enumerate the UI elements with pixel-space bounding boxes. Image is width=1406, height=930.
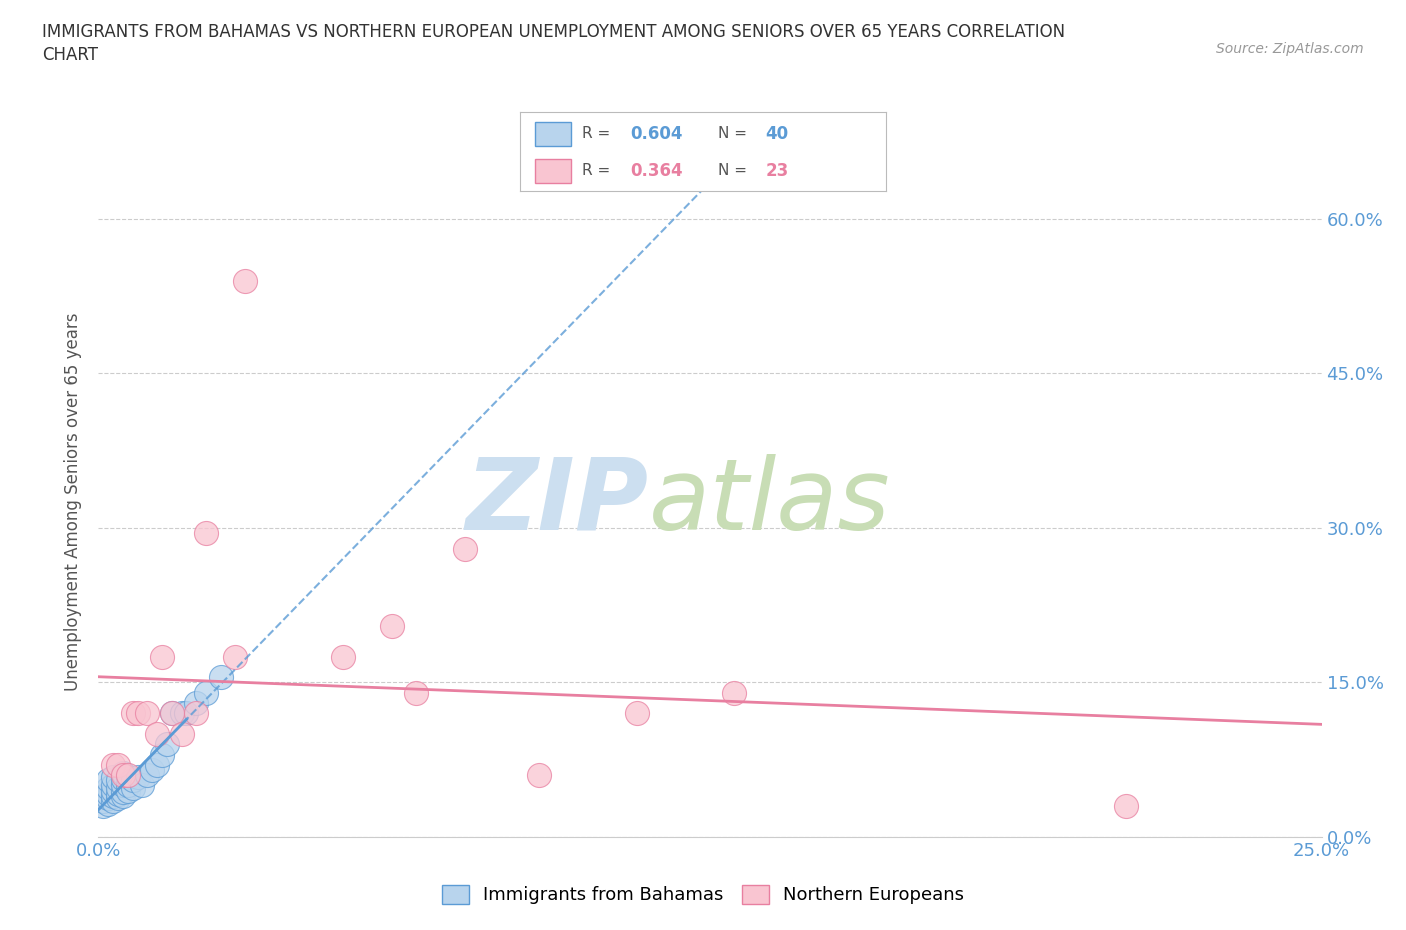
Point: [454, 541, 477, 556]
Point: [723, 685, 745, 700]
Point: [97, 773, 120, 788]
Point: [97, 780, 120, 795]
Point: [527, 768, 550, 783]
Point: [107, 780, 129, 795]
Text: N =: N =: [717, 126, 751, 141]
Point: [224, 649, 246, 664]
Text: 0.604: 0.604: [630, 125, 682, 142]
Point: [121, 780, 143, 795]
Text: 0.364: 0.364: [630, 162, 682, 179]
Legend: Immigrants from Bahamas, Northern Europeans: Immigrants from Bahamas, Northern Europe…: [434, 878, 972, 911]
Point: [111, 765, 134, 780]
Point: [136, 768, 159, 783]
Point: [97, 797, 120, 812]
Point: [91, 799, 114, 814]
Point: [101, 783, 124, 798]
Point: [131, 778, 153, 793]
Point: [107, 786, 129, 801]
Point: [121, 706, 143, 721]
Point: [111, 772, 134, 787]
Point: [91, 789, 114, 804]
Point: [117, 778, 139, 793]
Point: [101, 789, 124, 804]
Point: [233, 273, 256, 288]
Text: Source: ZipAtlas.com: Source: ZipAtlas.com: [1216, 42, 1364, 56]
Point: [176, 706, 198, 721]
Point: [111, 778, 134, 793]
Point: [111, 768, 134, 783]
Point: [146, 757, 169, 772]
Point: [136, 706, 159, 721]
Text: atlas: atlas: [650, 454, 890, 551]
Point: [111, 789, 134, 804]
Point: [121, 773, 143, 788]
Point: [160, 706, 183, 721]
FancyBboxPatch shape: [534, 159, 571, 182]
FancyBboxPatch shape: [534, 122, 571, 146]
Point: [186, 696, 208, 711]
Point: [209, 670, 232, 684]
Point: [107, 790, 129, 805]
Point: [186, 706, 208, 721]
Point: [150, 747, 173, 762]
Point: [1115, 799, 1137, 814]
Point: [117, 768, 139, 783]
Point: [626, 706, 648, 721]
Point: [101, 778, 124, 793]
Point: [97, 790, 120, 805]
Point: [127, 706, 149, 721]
Text: N =: N =: [717, 164, 751, 179]
Point: [117, 783, 139, 798]
Point: [195, 685, 218, 700]
Text: IMMIGRANTS FROM BAHAMAS VS NORTHERN EUROPEAN UNEMPLOYMENT AMONG SENIORS OVER 65 : IMMIGRANTS FROM BAHAMAS VS NORTHERN EURO…: [42, 23, 1066, 41]
Point: [111, 784, 134, 799]
Point: [117, 770, 139, 785]
Point: [101, 757, 124, 772]
Point: [195, 525, 218, 540]
Point: [170, 706, 193, 721]
Text: 40: 40: [765, 125, 789, 142]
Point: [332, 649, 354, 664]
Point: [97, 786, 120, 801]
Point: [91, 793, 114, 808]
Text: R =: R =: [582, 126, 616, 141]
Text: CHART: CHART: [42, 46, 98, 64]
Point: [107, 773, 129, 788]
Point: [101, 793, 124, 808]
Point: [381, 618, 404, 633]
Point: [141, 763, 163, 777]
Point: [127, 770, 149, 785]
Text: R =: R =: [582, 164, 616, 179]
Text: ZIP: ZIP: [465, 454, 650, 551]
Point: [170, 726, 193, 741]
Text: 23: 23: [765, 162, 789, 179]
Point: [160, 706, 183, 721]
Point: [156, 737, 179, 751]
Point: [150, 649, 173, 664]
Point: [405, 685, 427, 700]
Point: [101, 770, 124, 785]
Point: [146, 726, 169, 741]
Y-axis label: Unemployment Among Seniors over 65 years: Unemployment Among Seniors over 65 years: [65, 313, 83, 691]
Point: [107, 757, 129, 772]
